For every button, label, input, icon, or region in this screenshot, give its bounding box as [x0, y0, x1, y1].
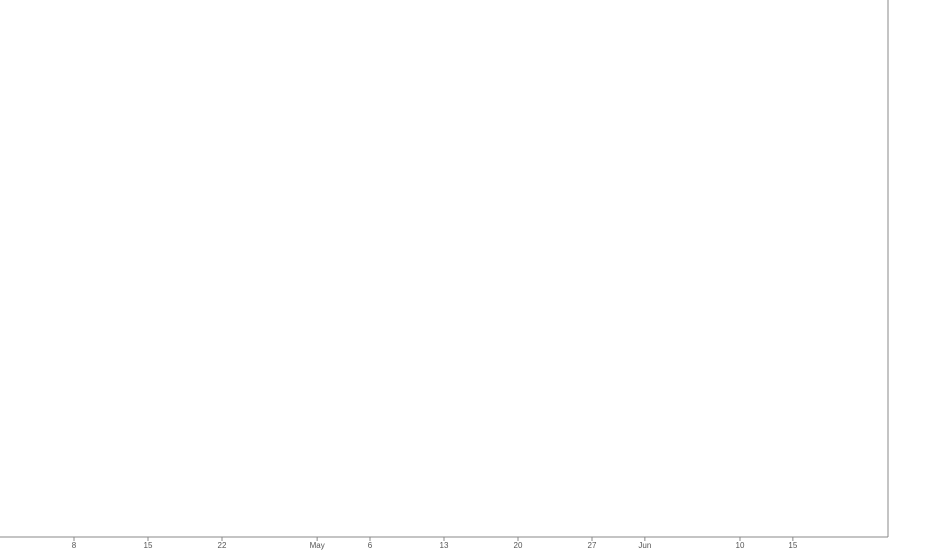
time-tick-label: 20	[514, 541, 523, 550]
time-tick-label: 27	[588, 541, 597, 550]
time-tick-label: 15	[144, 541, 153, 550]
time-tick-label: 22	[218, 541, 227, 550]
time-tick-label: 8	[72, 541, 77, 550]
time-tick-label: Jun	[638, 541, 651, 550]
time-tick-label: 15	[788, 541, 797, 550]
time-tick-label: May	[310, 541, 325, 550]
time-tick-label: 6	[368, 541, 373, 550]
time-tick-label: 10	[736, 541, 745, 550]
time-tick-label: 13	[440, 541, 449, 550]
price-axis[interactable]: 0.000100000.000105000.000110000.00011500…	[887, 0, 932, 537]
time-axis[interactable]: 8 15 22 May 6 13 20 27 Jun 10 15	[0, 536, 888, 550]
